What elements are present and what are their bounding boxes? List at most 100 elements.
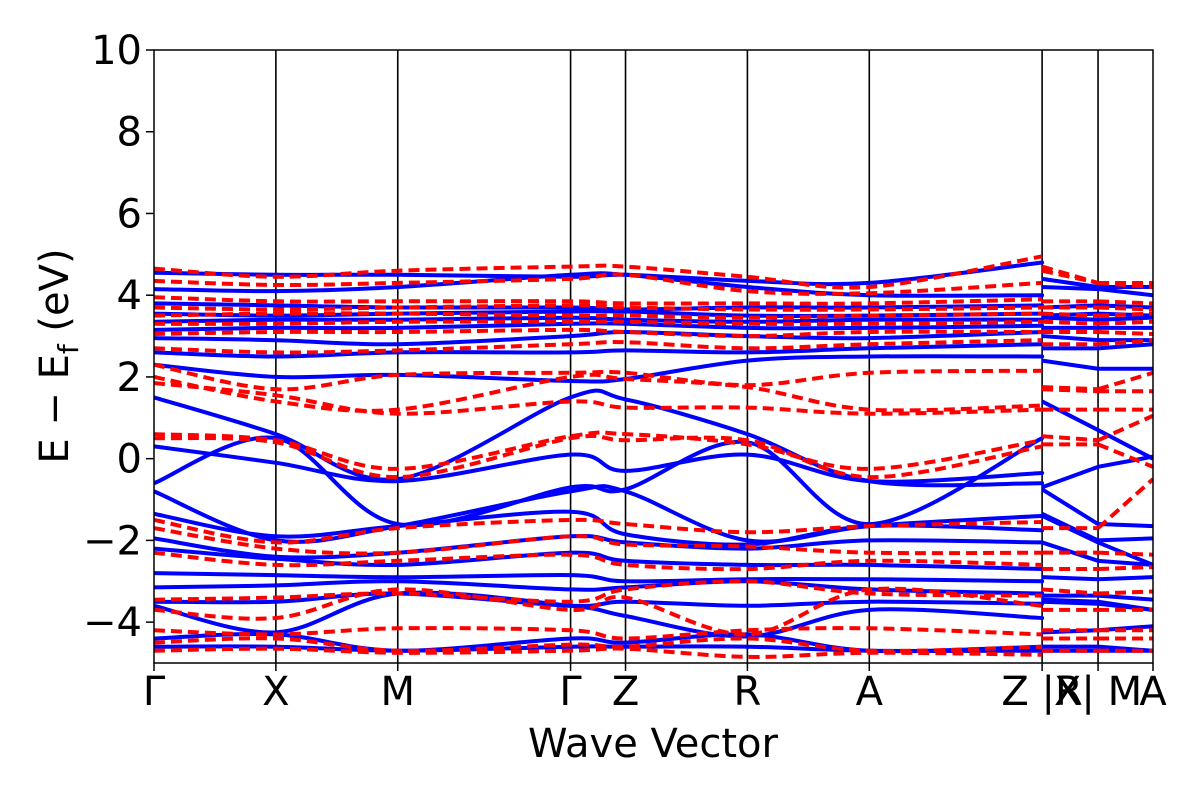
x-tick-label: A <box>1139 669 1167 715</box>
y-axis-title: E − Ef (eV) <box>32 248 85 463</box>
x-tick-label: X <box>262 669 289 715</box>
band-segment <box>1041 434 1099 443</box>
x-tick-label: X| M <box>1054 669 1142 715</box>
band-segment <box>1097 319 1153 326</box>
band-line <box>154 430 1043 471</box>
band-line <box>154 590 1045 639</box>
x-axis-title: Wave Vector <box>528 721 779 767</box>
band-segment <box>1041 587 1099 596</box>
y-axis-title-unit: (eV) <box>32 248 78 344</box>
band-segment <box>1041 487 1100 526</box>
band-line <box>154 444 1045 484</box>
band-line <box>154 433 1043 480</box>
band-segment <box>1097 442 1153 469</box>
band-line <box>154 303 1043 312</box>
x-tick-label: Z <box>612 669 639 715</box>
band-segment <box>1097 299 1153 306</box>
band-segment <box>1097 287 1153 298</box>
band-segment <box>1097 428 1153 461</box>
y-axis-ticks: −4 −2 0 2 4 6 8 10 <box>83 28 154 646</box>
band-segment <box>1097 454 1153 469</box>
band-segment <box>1097 522 1153 529</box>
band-line <box>154 550 1043 572</box>
band-line <box>154 636 1043 653</box>
band-line <box>154 342 1045 359</box>
x-tick-label: A <box>856 669 884 715</box>
y-tick-label: 8 <box>117 110 142 156</box>
band-segment <box>1097 536 1153 543</box>
y-tick-label: −4 <box>83 600 142 646</box>
band-line <box>154 354 1045 384</box>
band-segment <box>1042 575 1099 582</box>
y-axis-title-main: E − E <box>32 354 78 464</box>
x-tick-label: R <box>734 669 762 715</box>
band-line <box>154 517 1043 545</box>
band-segment <box>1041 264 1099 285</box>
band-segment <box>1097 311 1153 318</box>
y-tick-label: −2 <box>83 518 142 564</box>
band-segment <box>1041 464 1099 490</box>
band-line <box>154 626 1043 641</box>
band-segment <box>1097 370 1153 392</box>
band-line <box>154 372 1043 413</box>
x-tick-label: Γ <box>143 669 166 715</box>
band-line <box>154 327 1043 339</box>
band-line <box>154 295 1043 306</box>
band-line <box>154 579 1045 596</box>
band-line <box>154 381 1043 416</box>
y-tick-label: 4 <box>117 273 142 319</box>
band-line <box>154 586 1043 637</box>
band-segment <box>1042 599 1099 606</box>
band-segment <box>1097 329 1153 337</box>
y-tick-label: 2 <box>117 355 142 401</box>
x-tick-label: M <box>380 669 415 715</box>
band-line <box>154 329 1045 347</box>
band-line <box>154 272 1043 296</box>
band-segment <box>1042 385 1099 392</box>
band-segment <box>1041 358 1099 371</box>
band-line <box>154 571 1045 584</box>
y-tick-label: 6 <box>117 191 142 237</box>
band-line <box>154 591 1045 609</box>
band-segment <box>1042 311 1099 318</box>
band-lines <box>154 254 1153 659</box>
band-segment <box>1097 303 1153 310</box>
band-line <box>154 579 1043 604</box>
y-tick-label: 0 <box>117 437 142 483</box>
band-segment <box>1042 387 1099 394</box>
band-segment <box>1097 305 1153 312</box>
y-tick-label: 10 <box>91 28 142 74</box>
band-line <box>154 526 1043 556</box>
band-segment <box>1097 589 1153 596</box>
band-segment <box>1042 315 1099 322</box>
y-axis-title-subscript: f <box>52 343 85 354</box>
band-segment <box>1096 477 1153 530</box>
band-segment <box>1097 564 1153 572</box>
band-segment <box>1097 342 1153 351</box>
band-segment <box>1097 601 1153 612</box>
band-line <box>154 646 1043 659</box>
band-segment <box>1097 593 1153 602</box>
band-segment <box>1041 399 1099 432</box>
band-line <box>154 315 1045 324</box>
band-segment <box>1041 268 1099 285</box>
band-segment <box>1097 550 1153 557</box>
band-segment <box>1041 334 1099 343</box>
band-segment <box>1041 276 1099 290</box>
band-segment <box>1097 558 1153 567</box>
band-line <box>154 362 1043 392</box>
plot-frame <box>153 49 1154 664</box>
band-segment <box>1097 413 1153 443</box>
band-line <box>154 319 1043 327</box>
band-segment <box>1097 315 1153 322</box>
band-line <box>154 254 1043 290</box>
band-segment <box>1097 575 1153 582</box>
band-line <box>154 338 1043 355</box>
band-segment <box>1042 319 1099 326</box>
band-line <box>154 546 1045 571</box>
band-line <box>154 311 1043 320</box>
band-segment <box>1042 597 1099 604</box>
band-segment <box>1042 285 1099 292</box>
